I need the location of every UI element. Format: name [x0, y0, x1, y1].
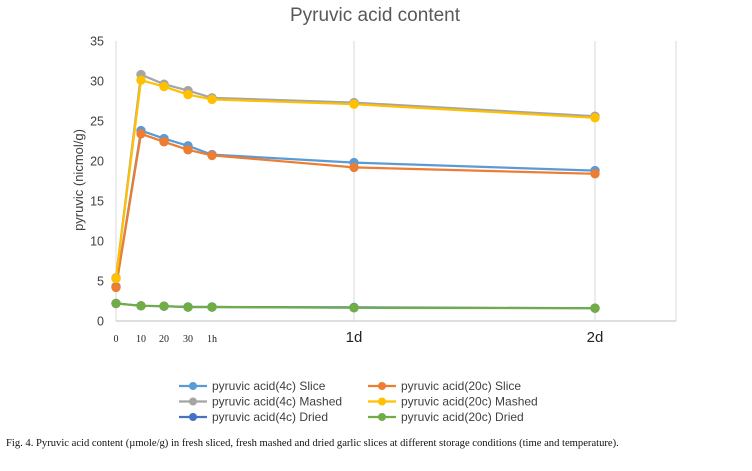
- x-tick-label-30: 30: [183, 334, 193, 345]
- x-tick-label-0: 0: [114, 334, 119, 345]
- y-axis-ticks: 0 5 10 15 20 25 30 35: [90, 35, 104, 329]
- data-point-3-0: [111, 273, 121, 284]
- data-point-1-5: [349, 162, 359, 173]
- legend-label-2: pyruvic acid(4c) Mashed: [212, 395, 342, 409]
- series-1: [111, 129, 600, 293]
- legend-swatch-marker-2: [189, 397, 197, 406]
- series-line-1: [114, 132, 596, 288]
- data-point-1-1: [136, 129, 146, 139]
- x-tick-label-10: 10: [136, 334, 146, 345]
- series-5: [111, 298, 600, 313]
- data-point-5-3: [183, 302, 193, 312]
- legend-label-5: pyruvic acid(20c) Dried: [401, 410, 524, 424]
- data-point-1-6: [590, 169, 600, 179]
- data-point-5-1: [136, 301, 146, 311]
- y-axis-label: pyruvic (nicmol/g): [71, 129, 86, 231]
- data-point-1-4: [207, 150, 217, 161]
- data-point-1-0: [111, 282, 121, 293]
- legend-swatch-marker-3: [378, 397, 386, 406]
- data-point-3-3: [183, 89, 193, 100]
- data-point-5-0: [111, 298, 121, 309]
- data-point-3-4: [207, 94, 217, 105]
- chart-title: Pyruvic acid content: [290, 5, 461, 26]
- data-series: [111, 69, 600, 313]
- series-3: [111, 75, 600, 284]
- y-tick-label-35: 35: [90, 35, 104, 49]
- data-point-1-2: [159, 137, 169, 147]
- y-tick-label-10: 10: [90, 235, 104, 249]
- y-tick-label-30: 30: [90, 75, 104, 89]
- y-tick-label-5: 5: [97, 275, 104, 289]
- legend-swatch-marker-5: [378, 413, 386, 421]
- x-tick-label-1d: 1d: [346, 329, 363, 346]
- x-tick-label-20: 20: [159, 334, 169, 345]
- y-tick-label-25: 25: [90, 115, 104, 129]
- data-point-3-5: [349, 99, 359, 109]
- data-point-5-4: [207, 302, 217, 312]
- data-point-3-6: [590, 113, 600, 123]
- vertical-gridlines: [115, 41, 677, 322]
- data-point-5-2: [159, 301, 169, 311]
- legend-swatch-marker-0: [189, 382, 197, 390]
- y-tick-label-15: 15: [90, 195, 104, 209]
- legend-item-2: pyruvic acid(4c) Mashed: [179, 395, 342, 409]
- legend-item-5: pyruvic acid(20c) Dried: [368, 410, 524, 424]
- legend-label-3: pyruvic acid(20c) Mashed: [401, 395, 538, 409]
- x-tick-label-1h: 1h: [207, 334, 217, 345]
- legend-label-4: pyruvic acid(4c) Dried: [212, 410, 328, 424]
- legend-item-0: pyruvic acid(4c) Slice: [179, 379, 326, 393]
- data-point-3-1: [136, 75, 146, 85]
- data-point-5-5: [349, 303, 359, 313]
- data-point-1-3: [183, 145, 193, 155]
- y-tick-label-0: 0: [97, 315, 104, 329]
- series-line-3: [114, 79, 596, 279]
- legend-item-1: pyruvic acid(20c) Slice: [368, 379, 521, 393]
- legend-label-0: pyruvic acid(4c) Slice: [212, 379, 326, 393]
- figure-caption: Fig. 4. Pyruvic acid content (µmole/g) i…: [6, 438, 619, 449]
- legend-swatch-marker-4: [189, 413, 197, 421]
- legend: pyruvic acid(4c) Slice pyruvic acid(20c) …: [179, 379, 538, 424]
- legend-item-3: pyruvic acid(20c) Mashed: [368, 395, 538, 409]
- data-point-5-6: [590, 303, 600, 313]
- x-tick-label-2d: 2d: [587, 329, 604, 346]
- y-tick-label-20: 20: [90, 155, 104, 169]
- legend-item-4: pyruvic acid(4c) Dried: [179, 410, 328, 424]
- legend-label-1: pyruvic acid(20c) Slice: [401, 379, 521, 393]
- x-axis-ticks: 0 10 20 30 1h 1d 2d: [114, 329, 604, 346]
- pyruvic-acid-line-chart: Pyruvic acid content 0 5 10 15 20 25 30 35 0 10 2…: [71, 5, 677, 424]
- legend-swatch-marker-1: [378, 382, 386, 390]
- data-point-3-2: [159, 81, 169, 92]
